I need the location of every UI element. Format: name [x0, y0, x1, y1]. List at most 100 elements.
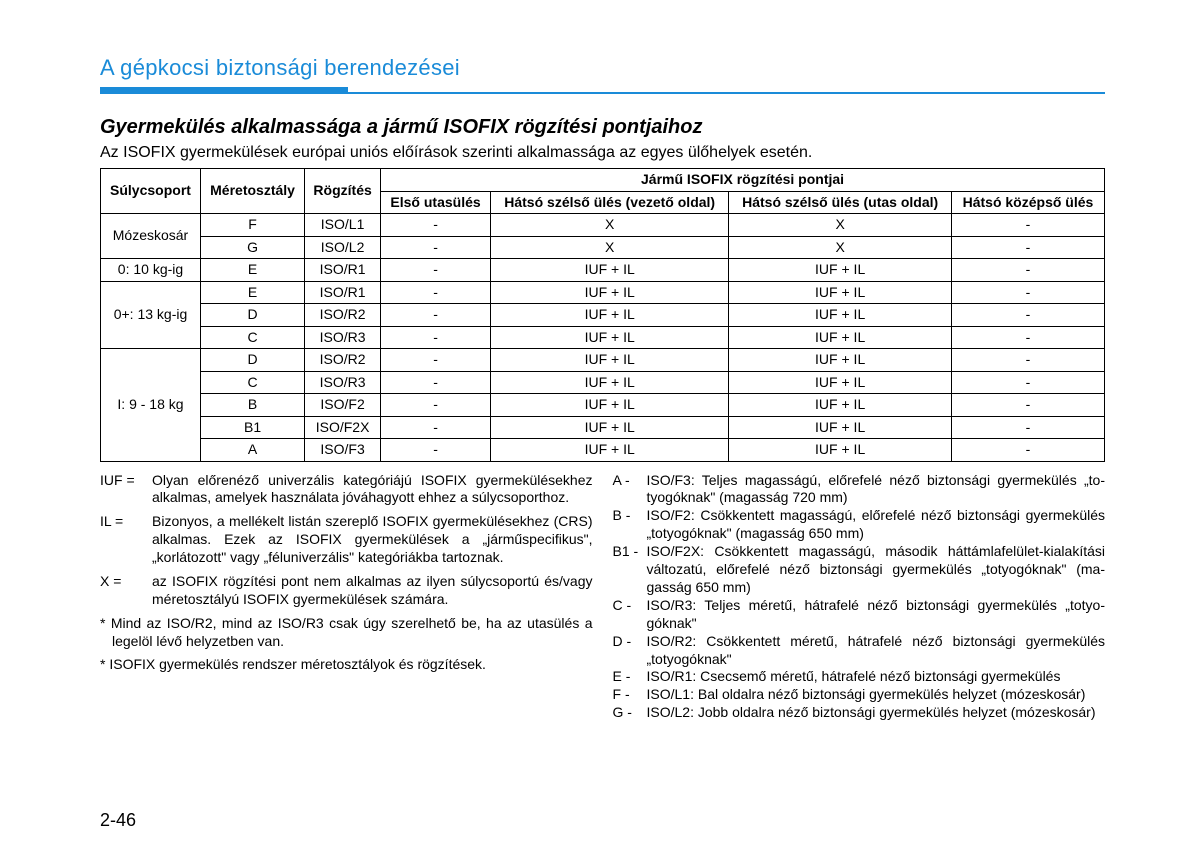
table-row: 0: 10 kg-igEISO/R1-IUF + ILIUF + IL-: [101, 259, 1105, 282]
cell: D: [200, 304, 304, 327]
def-x-label: X =: [100, 573, 152, 609]
cell: ISO/R3: [305, 371, 381, 394]
table-row: CISO/R3-IUF + ILIUF + IL-: [101, 371, 1105, 394]
legend-right: A -ISO/F3: Teljes magasságú, előrefelé n…: [613, 472, 1106, 723]
ld-e-t: ISO/R1: Csecsemő méretű, hátrafelé néző …: [647, 668, 1106, 686]
cell: -: [951, 214, 1104, 237]
ld-b1-k: B1 -: [613, 543, 647, 597]
def-il-label: IL =: [100, 513, 152, 567]
cell: -: [381, 304, 491, 327]
ld-b1-t: ISO/F2X: Csökkentett magasságú, második …: [647, 543, 1106, 597]
note-1: * Mind az ISO/R2, mind az ISO/R3 csak úg…: [100, 615, 593, 651]
header-underline: [100, 89, 1105, 94]
cell: X: [729, 214, 952, 237]
cell: IUF + IL: [729, 304, 952, 327]
ld-f-k: F -: [613, 686, 647, 704]
cell: IUF + IL: [729, 259, 952, 282]
cell: IUF + IL: [491, 326, 729, 349]
table-row: GISO/L2-XX-: [101, 236, 1105, 259]
cell: IUF + IL: [491, 394, 729, 417]
ld-a-k: A -: [613, 472, 647, 508]
cell: -: [951, 416, 1104, 439]
col-front: Első utasülés: [381, 191, 491, 214]
cell: -: [951, 394, 1104, 417]
cell: IUF + IL: [491, 349, 729, 372]
group-cell: Mózeskosár: [101, 214, 201, 259]
cell: D: [200, 349, 304, 372]
cell: -: [951, 259, 1104, 282]
col-head-span: Jármű ISOFIX rögzítési pontjai: [381, 169, 1105, 192]
cell: ISO/F2: [305, 394, 381, 417]
group-cell: 0: 10 kg-ig: [101, 259, 201, 282]
page-header: A gépkocsi biztonsági berendezései: [100, 55, 1105, 81]
ld-b-k: B -: [613, 507, 647, 543]
cell: IUF + IL: [729, 281, 952, 304]
cell: ISO/R2: [305, 304, 381, 327]
cell: IUF + IL: [729, 349, 952, 372]
table-row: BISO/F2-IUF + ILIUF + IL-: [101, 394, 1105, 417]
cell: -: [381, 259, 491, 282]
cell: ISO/F3: [305, 439, 381, 462]
cell: -: [381, 371, 491, 394]
cell: ISO/F2X: [305, 416, 381, 439]
cell: -: [951, 281, 1104, 304]
ld-g-t: ISO/L2: Jobb oldalra néző biztonsági gye…: [647, 704, 1106, 722]
def-il-text: Bizonyos, a mellékelt listán szereplő IS…: [152, 513, 593, 567]
cell: E: [200, 281, 304, 304]
col-group: Súlycsoport: [101, 169, 201, 214]
cell: ISO/L1: [305, 214, 381, 237]
ld-d-t: ISO/R2: Csökkentett méretű, hátrafelé né…: [647, 633, 1106, 669]
cell: X: [729, 236, 952, 259]
cell: -: [951, 371, 1104, 394]
table-row: 0+: 13 kg-igEISO/R1-IUF + ILIUF + IL-: [101, 281, 1105, 304]
table-row: AISO/F3-IUF + ILIUF + IL-: [101, 439, 1105, 462]
section-title: Gyermekülés alkalmassága a jármű ISOFIX …: [100, 116, 1105, 139]
cell: C: [200, 371, 304, 394]
cell: A: [200, 439, 304, 462]
cell: IUF + IL: [729, 416, 952, 439]
cell: -: [381, 416, 491, 439]
ld-g-k: G -: [613, 704, 647, 722]
ld-c-t: ISO/R3: Teljes méretű, hátrafelé néző bi…: [647, 597, 1106, 633]
cell: C: [200, 326, 304, 349]
section-subtitle: Az ISOFIX gyermekülések európai uniós el…: [100, 144, 1105, 162]
cell: ISO/L2: [305, 236, 381, 259]
cell: IUF + IL: [729, 371, 952, 394]
table-row: CISO/R3-IUF + ILIUF + IL-: [101, 326, 1105, 349]
cell: IUF + IL: [729, 394, 952, 417]
cell: -: [381, 349, 491, 372]
cell: -: [381, 394, 491, 417]
note-2: * ISOFIX gyermekülés rendszer méretosztá…: [100, 656, 593, 674]
cell: -: [951, 326, 1104, 349]
col-fix: Rögzítés: [305, 169, 381, 214]
col-size: Méretosztály: [200, 169, 304, 214]
ld-f-t: ISO/L1: Bal oldalra néző biztonsági gyer…: [647, 686, 1106, 704]
ld-c-k: C -: [613, 597, 647, 633]
cell: -: [951, 439, 1104, 462]
cell: ISO/R1: [305, 281, 381, 304]
table-row: I: 9 - 18 kgDISO/R2-IUF + ILIUF + IL-: [101, 349, 1105, 372]
cell: IUF + IL: [491, 416, 729, 439]
cell: IUF + IL: [491, 281, 729, 304]
table-row: B1ISO/F2X-IUF + ILIUF + IL-: [101, 416, 1105, 439]
cell: IUF + IL: [491, 304, 729, 327]
cell: ISO/R2: [305, 349, 381, 372]
cell: -: [381, 439, 491, 462]
cell: ISO/R3: [305, 326, 381, 349]
table-row: MózeskosárFISO/L1-XX-: [101, 214, 1105, 237]
group-cell: 0+: 13 kg-ig: [101, 281, 201, 349]
cell: -: [381, 281, 491, 304]
cell: X: [491, 214, 729, 237]
ld-e-k: E -: [613, 668, 647, 686]
def-iuf-text: Olyan előrenéző univerzális kategóriájú …: [152, 472, 593, 508]
table-row: DISO/R2-IUF + ILIUF + IL-: [101, 304, 1105, 327]
ld-b-t: ISO/F2: Csökkentett magasságú, előrefelé…: [647, 507, 1106, 543]
cell: F: [200, 214, 304, 237]
legend-left: IUF = Olyan előrenéző univerzális kategó…: [100, 472, 593, 723]
cell: E: [200, 259, 304, 282]
cell: -: [381, 236, 491, 259]
cell: -: [381, 214, 491, 237]
ld-a-t: ISO/F3: Teljes magasságú, előrefelé néző…: [647, 472, 1106, 508]
cell: -: [951, 304, 1104, 327]
isofix-table: Súlycsoport Méretosztály Rögzítés Jármű …: [100, 168, 1105, 462]
